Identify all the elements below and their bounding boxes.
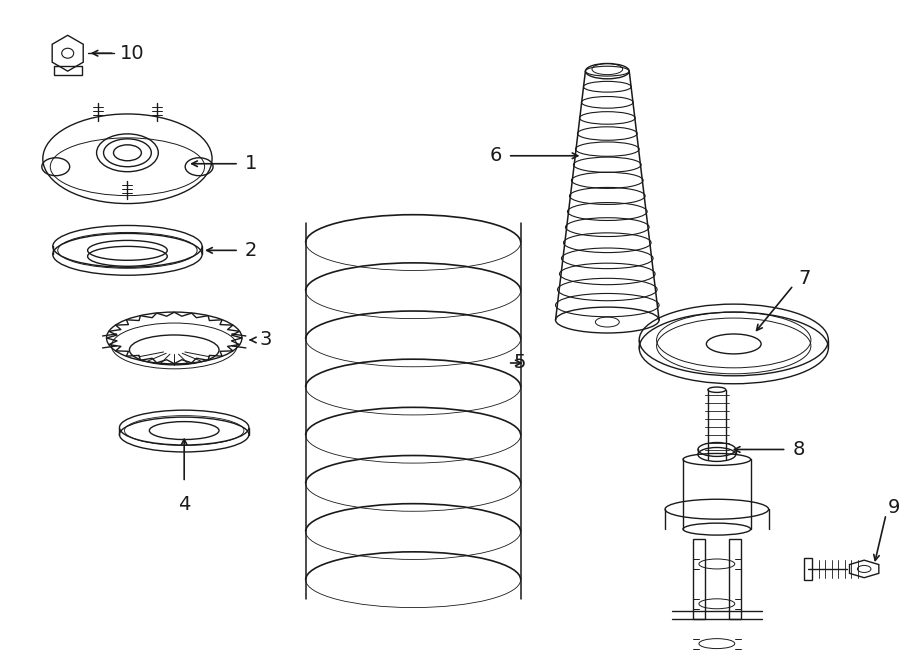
Text: 4: 4	[178, 495, 191, 514]
Text: 3: 3	[260, 330, 272, 350]
Text: 10: 10	[120, 44, 144, 63]
Bar	[805, 558, 813, 580]
Text: 2: 2	[245, 241, 257, 260]
Text: 9: 9	[888, 498, 900, 517]
Bar	[54, 66, 82, 75]
Text: 1: 1	[245, 154, 257, 173]
Text: 8: 8	[793, 440, 805, 459]
Text: 6: 6	[490, 146, 502, 165]
Text: 5: 5	[514, 354, 526, 373]
Text: 7: 7	[798, 269, 811, 288]
